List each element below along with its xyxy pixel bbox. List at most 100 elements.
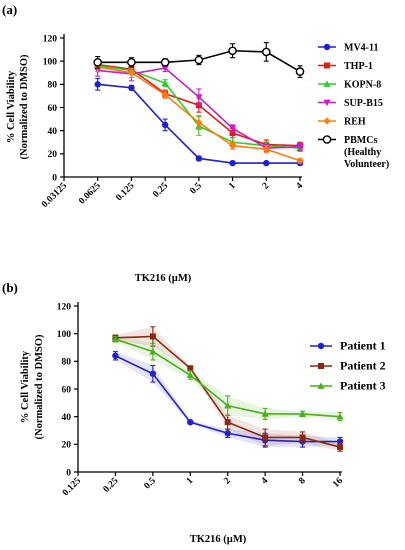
panel-b-label: (b) [2,280,18,295]
data-point [160,58,170,67]
chart-a-x-tick-label: 2 [261,181,272,192]
chart-b-x-tick-label: 1 [185,476,196,487]
chart-a-legend: MV4-11 THP-1 KOPN-8 SUP-B15 REH PBMCs(Healthy… [318,43,389,170]
data-point [298,410,307,417]
legend-label: KOPN-8 [344,80,381,91]
chart-b-y-tick-label: 0 [66,468,71,478]
chart-a-y-tick-label: 60 [48,104,58,114]
data-point [127,69,136,77]
chart-a-axes: 0 20 40 60 80 100 120 0.03125 0.0625 0.125 0.25 0.5… [40,34,305,210]
legend-marker [323,43,331,51]
chart-b-ylabel: % Cell Viability [20,350,31,423]
data-point [229,129,236,136]
chart-b-x-tick-label: 4 [260,476,271,487]
chart-b-y-tick-label: 20 [62,441,72,451]
chart-b-axes: 0 20 40 60 80 100 120 0.125 0.25 0.5 1 2 4 8 16 [57,302,345,498]
chart-a-ylabel: % Cell Viability [6,70,17,143]
data-point [262,434,269,441]
chart-a-y-tick-label: 40 [48,127,58,137]
chart-a-x-tick-label: 0.25 [151,181,170,200]
data-point [187,365,194,372]
legend-marker [323,117,331,125]
chart-b-x-tick-label: 0.5 [143,476,159,492]
legend-label: (Healthy [344,147,381,158]
chart-a-y-tick-label: 80 [48,81,58,91]
data-point [161,91,169,99]
legend-label: SUP-B15 [344,98,383,109]
legend-label: MV4-11 [344,43,378,54]
chart-b-y-tick-label: 60 [62,385,72,395]
legend-marker [322,135,332,144]
chart-a-ylabel2: (Normalized to DMSO) [19,54,30,159]
chart-a-y-tick-label: 20 [48,150,58,160]
chart-b-y-tick-label: 80 [62,358,72,368]
data-point [186,371,194,379]
chart-b-y-tick-label: 120 [57,302,72,312]
data-point [228,46,237,56]
data-point [127,58,136,67]
chart-b: 0 20 40 60 80 100 120 0.125 0.25 0.5 1 2 4 8 16 TK216 … [20,302,386,545]
data-point [195,94,203,101]
chart-a-y-tick-label: 0 [52,173,57,183]
data-point [296,157,304,165]
legend-marker [317,342,325,350]
legend-label: Patient 3 [340,379,386,393]
data-point [299,434,306,441]
data-point [295,67,305,76]
chart-a: 0 20 40 60 80 100 120 0.03125 0.0625 0.125 0.25 0.5… [6,34,389,284]
data-point [128,84,135,92]
chart-b-y-tick-label: 100 [57,330,72,340]
chart-a-x-tick-label: 4 [295,181,306,192]
data-point [336,413,344,420]
legend-marker [318,363,324,369]
series-error-band [115,336,340,421]
legend-label: THP-1 [344,61,373,72]
chart-b-x-tick-label: 16 [331,476,345,490]
legend-label: Patient 1 [340,339,386,353]
chart-a-y-tick-label: 120 [43,34,58,44]
chart-a-x-tick-label: 0.125 [114,181,136,203]
data-point [161,79,169,87]
chart-a-xlabel: TK216 (µM) [135,273,192,284]
data-point [228,125,237,132]
legend-marker [323,99,331,107]
legend-label: PBMCs [344,135,377,146]
chart-b-x-tick-label: 0.125 [61,476,83,498]
chart-a-x-tick-label: 0.03125 [40,181,69,210]
legend-marker [317,382,325,389]
chart-b-ylabel2: (Normalized to DMSO) [34,334,45,439]
legend-label: Volunteer) [344,159,389,170]
data-point [149,333,156,340]
data-point [224,402,232,409]
data-point [195,118,203,127]
legend-marker [323,80,331,87]
chart-b-xlabel: TK216 (µM) [190,534,247,545]
data-point [187,419,194,426]
chart-a-x-tick-label: 0.0625 [77,181,103,207]
data-point [263,159,270,167]
data-point [149,348,157,355]
chart-b-x-tick-label: 0.25 [102,476,121,495]
chart-b-y-tick-label: 40 [62,413,72,423]
chart-a-series [93,42,305,167]
chart-b-x-tick-label: 2 [222,476,233,487]
data-point [261,410,269,417]
data-point [224,430,231,437]
chart-b-series [111,326,344,452]
panel-a-label: (a) [2,2,17,17]
data-point [111,335,120,343]
data-point [93,58,103,67]
legend-marker [324,62,330,69]
data-point [337,444,343,451]
chart-a-x-tick-label: 1 [227,181,238,192]
series-error-band [115,351,340,448]
data-point [161,65,169,72]
chart-a-x-tick-label: 0.5 [189,181,205,197]
data-point [228,142,237,150]
data-point [161,121,169,129]
data-point [296,144,304,151]
chart-b-x-tick-label: 8 [297,476,308,487]
chart-a-y-tick-label: 100 [43,57,58,67]
data-point [149,370,157,377]
